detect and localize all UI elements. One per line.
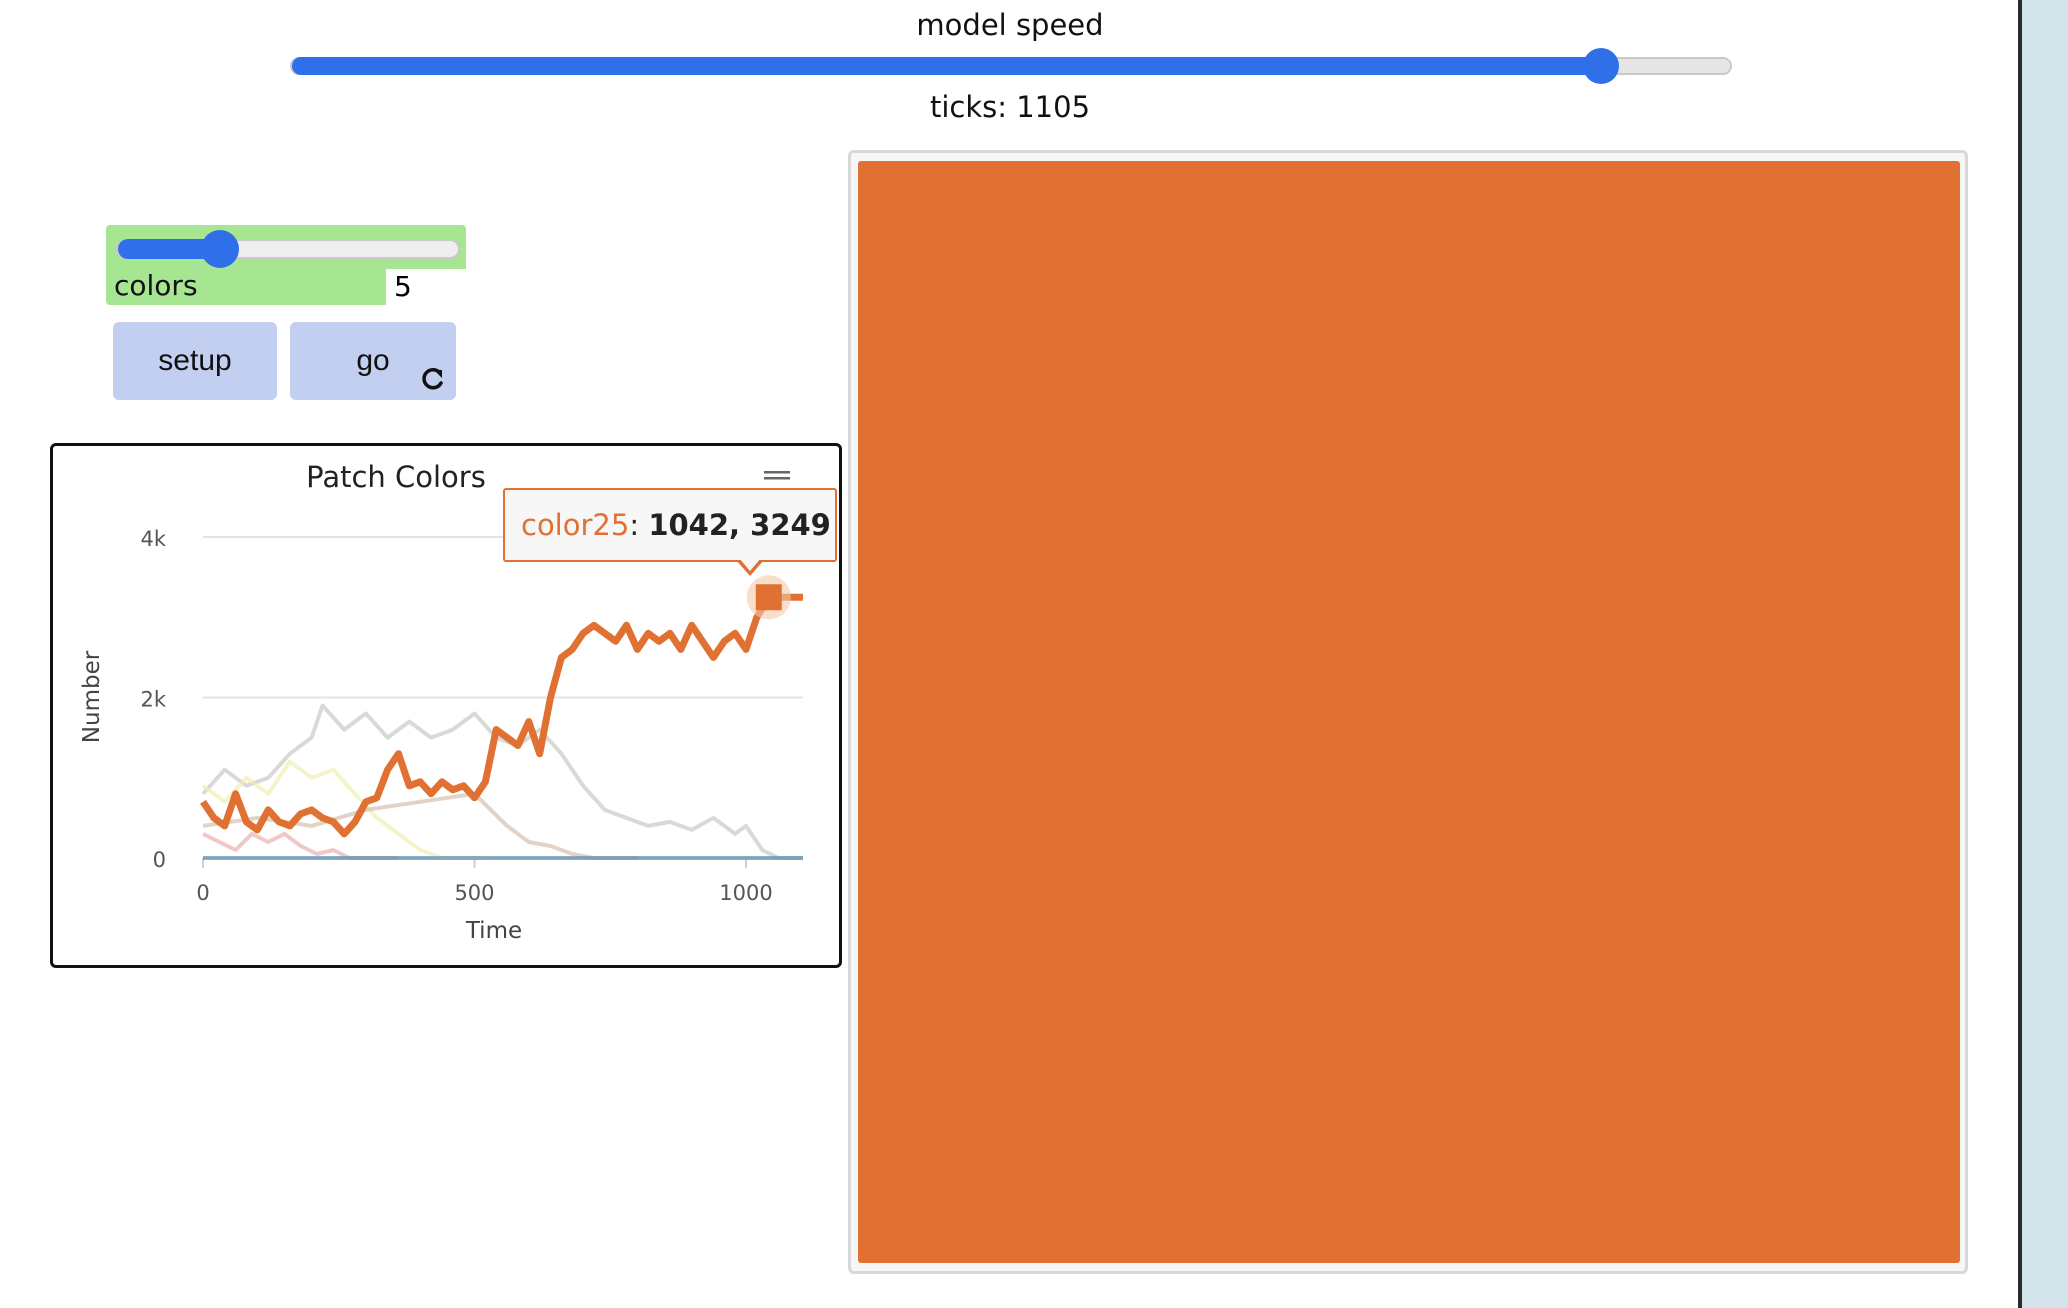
forever-icon — [422, 368, 443, 390]
hover-point-marker — [755, 584, 782, 611]
chart-tooltip: color25: 1042, 3249 — [503, 488, 837, 562]
model-speed-label: model speed — [916, 8, 1104, 42]
hamburger-menu-icon[interactable] — [762, 470, 792, 486]
colors-slider[interactable] — [116, 230, 460, 268]
x-axis-title: Time — [465, 918, 522, 944]
x-tick-label: 0 — [196, 881, 209, 905]
y-axis-title: Number — [79, 650, 105, 743]
series-line-color25 — [200, 593, 803, 838]
world-view[interactable] — [858, 161, 1960, 1263]
colors-slider-thumb[interactable] — [201, 230, 239, 268]
go-button[interactable]: go — [290, 322, 456, 400]
x-tick-label: 1000 — [719, 881, 772, 905]
tooltip-separator: : — [629, 508, 649, 542]
tooltip-values: 1042, 3249 — [648, 508, 831, 542]
model-speed-slider[interactable] — [290, 48, 1732, 84]
tooltip-arrow-inner — [739, 558, 761, 571]
tooltip-series-name: color25 — [521, 508, 630, 542]
model-speed-fill — [292, 57, 1601, 75]
setup-button[interactable]: setup — [113, 322, 277, 400]
colors-slider-widget: colors 5 — [106, 225, 466, 305]
x-tick-label: 500 — [454, 881, 494, 905]
setup-button-label: setup — [158, 344, 232, 377]
colors-value-field[interactable]: 5 — [386, 269, 466, 305]
y-tick-label: 0 — [153, 848, 166, 872]
model-speed-thumb[interactable] — [1582, 48, 1619, 84]
right-panel-edge — [2018, 0, 2068, 1308]
colors-slider-label: colors — [114, 269, 198, 302]
y-tick-label: 2k — [140, 688, 166, 712]
colors-slider-fill — [118, 239, 220, 259]
series-line-faded — [201, 703, 803, 860]
go-button-label: go — [356, 344, 390, 377]
y-tick-label: 4k — [140, 527, 166, 551]
patch-colors-chart: 0 2k 4k 0 500 1000 Time Number — [79, 527, 803, 944]
ticks-counter: ticks: 1105 — [929, 90, 1091, 124]
series-line-faded — [202, 831, 399, 860]
